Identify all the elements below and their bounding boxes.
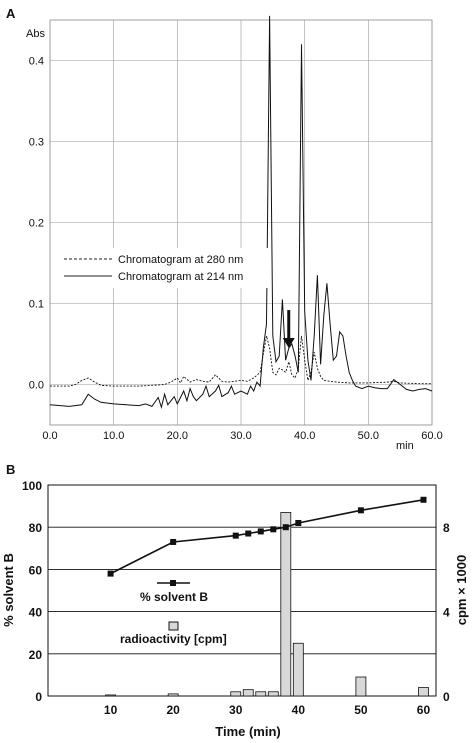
y-tick-label-left: 60 [29,563,43,577]
panel-a-grid [49,19,433,426]
x-axis-unit: min [396,440,414,452]
radioactivity-bar [167,693,179,697]
solvent-b-point [282,524,289,531]
x-tick-label: 30 [229,703,243,717]
radioactivity-bar [280,512,292,697]
solvent-b-point [420,496,427,503]
radioactivity-bar [418,687,429,697]
panel-a-label: A [6,6,16,21]
x-axis-label: Time (min) [215,724,281,739]
legend-box [58,248,268,288]
panel-a-tick-labels: 0.0 10.0 20.0 30.0 40.0 50.0 60.0 0.0 0.1 0.2 0.3 0… [29,56,443,443]
y-tick-label-left: 80 [29,521,43,535]
legend-label-280: Chromatogram at 280 nm [118,254,243,266]
panel-b-grid [47,484,437,697]
solvent-b-point [357,507,364,514]
radioactivity-bar [292,642,304,697]
x-tick-label: 10.0 [103,430,124,442]
legend-label-solvent: % solvent B [140,590,208,604]
radioactivity-bar [355,676,367,697]
x-tick-label: 0.0 [42,430,57,442]
radioactivity-bar [267,691,279,697]
y-tick-label-left: 20 [29,648,43,662]
y-axis-unit: Abs [26,28,45,40]
x-tick-label: 40 [292,703,306,717]
solvent-b-point [107,570,114,577]
x-tick-label: 50.0 [358,430,379,442]
panel-b-tick-labels: 10 20 30 40 50 60 0 20 40 60 80 100 0 4 8 [22,479,450,717]
solvent-b-line [110,499,424,575]
panel-b-solvent-radioactivity: B 10 20 30 40 50 60 0 20 40 60 80 100 0 4 8 % solvent … [1,462,469,739]
y-tick-label-left: 0 [35,690,42,704]
y-axis-left-label: % solvent B [1,553,16,627]
y-tick-label: 0.2 [29,218,44,230]
y-tick-label: 0.4 [29,56,44,68]
solvent-b-point [257,528,264,535]
y-tick-label-left: 40 [29,606,43,620]
x-tick-label: 10 [104,703,118,717]
y-axis-right-label: cpm × 1000 [454,555,469,625]
x-tick-label: 60 [417,703,431,717]
x-tick-label: 30.0 [230,430,251,442]
y-tick-label-right: 0 [443,690,450,704]
solvent-b-point [170,538,177,545]
legend-label-214: Chromatogram at 214 nm [118,271,243,283]
y-tick-label-right: 4 [443,606,450,620]
series-280nm-line [50,335,432,387]
legend-swatch-radioactivity [168,621,179,631]
radioactivity-bar [242,689,254,697]
x-tick-label: 60.0 [421,430,442,442]
y-tick-label: 0.0 [29,380,44,392]
y-tick-label: 0.1 [29,299,44,311]
solvent-b-point [232,532,239,539]
y-tick-label: 0.3 [29,137,44,149]
legend-label-radioactivity: radioactivity [cpm] [120,632,227,646]
peak-arrow [282,310,295,349]
panel-b-label: B [6,462,15,477]
panel-b-solvent-line [107,496,427,577]
y-tick-label-left: 100 [22,479,42,493]
series-214nm-line [49,15,433,410]
panel-a-legend: Chromatogram at 280 nm Chromatogram at 2… [58,248,268,288]
solvent-b-point [295,519,302,526]
y-tick-label-right: 8 [443,521,450,535]
solvent-b-point [245,530,252,537]
panel-b-legend: % solvent B radioactivity [cpm] [120,580,227,646]
radioactivity-bar [105,694,116,697]
arrow-head [282,338,295,349]
radioactivity-bar [230,691,242,697]
radioactivity-bar [255,691,267,697]
x-tick-label: 20.0 [167,430,188,442]
x-tick-label: 40.0 [294,430,315,442]
x-tick-label: 20 [166,703,180,717]
panel-b-bars [105,512,429,697]
x-tick-label: 50 [354,703,368,717]
panel-a-series [49,15,433,410]
legend-marker-solvent [170,580,176,586]
solvent-b-point [270,526,277,533]
panel-a-chromatogram: A Abs 0.0 10.0 20.0 30.0 40.0 50.0 60.00.00.10… [6,6,443,452]
